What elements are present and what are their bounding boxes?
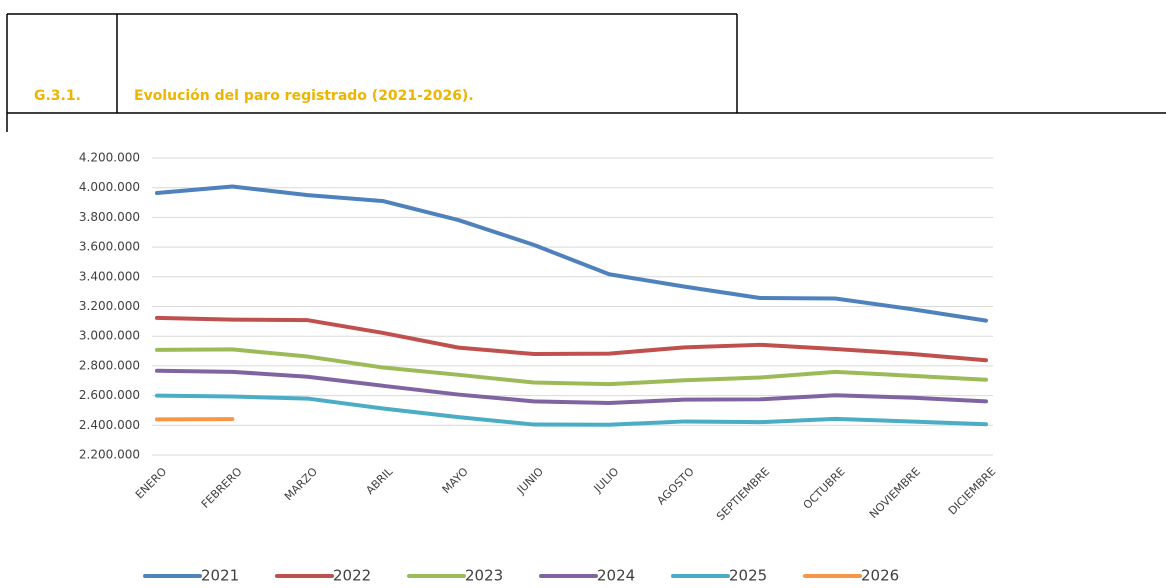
y-tick-label: 4.000.000 [79, 180, 140, 194]
y-tick-label: 3.000.000 [79, 329, 140, 343]
y-tick-label: 3.800.000 [79, 210, 140, 224]
x-tick-label: ENERO [133, 465, 170, 502]
x-tick-label: AGOSTO [654, 465, 697, 508]
legend-label: 2023 [465, 567, 503, 585]
x-tick-label: NOVIEMBRE [867, 465, 923, 521]
legend-label: 2022 [333, 567, 371, 585]
series-line [157, 187, 986, 321]
x-tick-label: ABRIL [363, 464, 395, 496]
x-tick-label: MAYO [440, 465, 471, 496]
y-tick-label: 3.400.000 [79, 269, 140, 283]
y-tick-label: 2.200.000 [79, 448, 140, 462]
header-frame [7, 14, 1166, 132]
figure-label: G.3.1. [34, 88, 81, 104]
x-tick-label: JULIO [591, 465, 622, 496]
y-tick-label: 2.800.000 [79, 358, 140, 372]
x-tick-label: OCTUBRE [801, 465, 848, 512]
y-tick-label: 3.200.000 [79, 299, 140, 313]
chart-title: Evolución del paro registrado (2021-2026… [134, 88, 474, 104]
legend-label: 2021 [201, 567, 239, 585]
x-tick-label: DICIEMBRE [946, 465, 999, 518]
legend-label: 2026 [861, 567, 899, 585]
y-tick-label: 4.200.000 [79, 151, 140, 165]
x-tick-label: MARZO [282, 465, 320, 503]
x-tick-label: SEPTIEMBRE [714, 465, 772, 523]
legend-label: 2025 [729, 567, 767, 585]
x-tick-label: JUNIO [514, 465, 546, 497]
y-tick-label: 3.600.000 [79, 240, 140, 254]
series-line [157, 396, 986, 425]
y-tick-label: 2.400.000 [79, 418, 140, 432]
legend-label: 2024 [597, 567, 635, 585]
y-tick-label: 2.600.000 [79, 388, 140, 402]
x-tick-label: FEBRERO [199, 465, 245, 511]
